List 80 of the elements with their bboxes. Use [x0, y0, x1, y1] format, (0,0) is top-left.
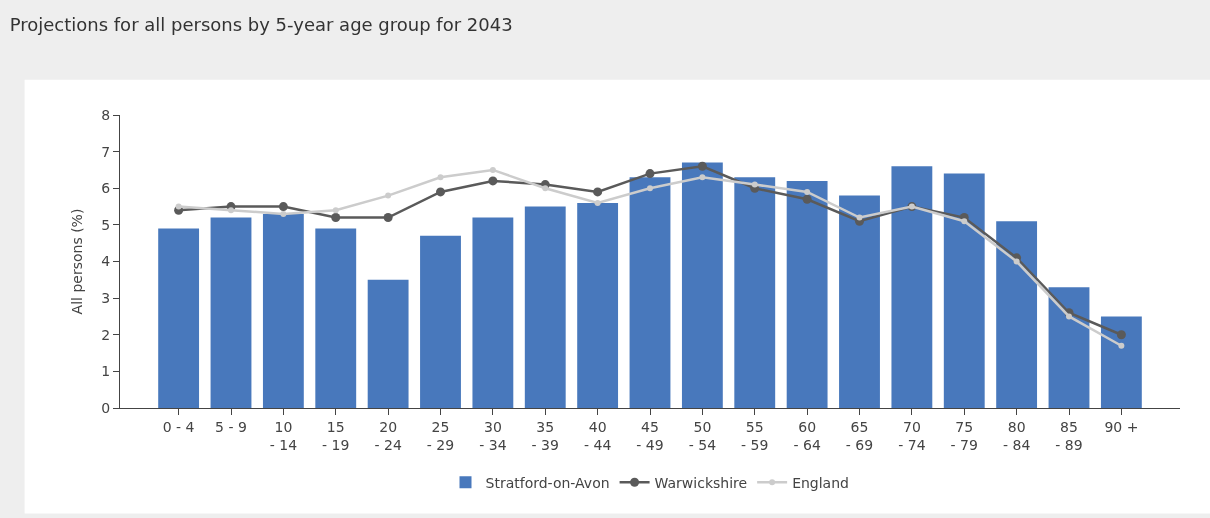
- point: [331, 213, 341, 223]
- y-tick-label: 8: [101, 106, 111, 123]
- point: [699, 174, 706, 181]
- point: [542, 185, 549, 192]
- bar: [315, 228, 357, 408]
- point: [645, 169, 655, 179]
- point: [383, 213, 393, 223]
- x-tick-label: 5 - 9: [215, 418, 247, 435]
- legend-label: England: [792, 474, 849, 491]
- x-tick-label: 80 - 84: [1002, 418, 1031, 453]
- y-tick-label: 1: [101, 363, 111, 380]
- y-tick-label: 3: [101, 290, 111, 307]
- bar: [681, 162, 723, 408]
- point: [489, 166, 496, 173]
- legend-label: Warwickshire: [654, 474, 748, 491]
- point: [593, 187, 603, 197]
- point: [961, 218, 968, 225]
- y-tick-label: 2: [101, 326, 111, 343]
- bar: [839, 195, 880, 408]
- point: [802, 194, 812, 204]
- x-tick-label: 0 - 4: [162, 418, 195, 435]
- bar: [734, 177, 776, 408]
- bar: [420, 235, 461, 408]
- chart-title: Projections for all persons by 5-year age group for 2043: [9, 13, 513, 35]
- bar: [943, 173, 985, 408]
- bar: [577, 202, 619, 408]
- x-tick-label: 50 - 54: [688, 418, 717, 453]
- y-axis-title: All persons (%): [69, 208, 85, 315]
- point: [228, 207, 234, 214]
- bar: [629, 177, 671, 408]
- y-tick-label: 7: [101, 143, 111, 160]
- bar: [210, 217, 252, 408]
- bar: [524, 206, 566, 408]
- legend-label: Stratford-on-Avon: [485, 474, 610, 491]
- point: [647, 185, 653, 192]
- x-tick-label: 70 - 74: [898, 418, 926, 453]
- x-tick-label: 20 - 24: [374, 418, 402, 453]
- point: [436, 187, 445, 197]
- y-tick-label: 0: [101, 399, 111, 416]
- point: [1066, 313, 1072, 320]
- point: [175, 203, 182, 210]
- y-tick-label: 6: [101, 180, 111, 197]
- x-tick-label: 25 - 29: [426, 418, 455, 453]
- x-tick-label: 10 - 14: [269, 418, 298, 453]
- point: [856, 214, 863, 221]
- bar: [472, 217, 514, 408]
- point: [332, 207, 339, 214]
- bar: [891, 166, 933, 408]
- point: [594, 199, 601, 206]
- bar: [996, 221, 1038, 408]
- point: [1116, 330, 1126, 340]
- point: [488, 176, 498, 186]
- x-tick-label: 45 - 49: [636, 418, 664, 453]
- x-tick-label: 60 - 64: [793, 418, 821, 453]
- point: [804, 188, 811, 195]
- point: [280, 210, 287, 217]
- x-tick-label: 40 - 44: [583, 418, 612, 453]
- bar: [1100, 316, 1142, 408]
- point: [278, 202, 288, 212]
- x-tick-label: 30 - 34: [479, 418, 507, 453]
- bar: [367, 279, 409, 408]
- x-tick-label: 35 - 39: [531, 418, 559, 453]
- x-tick-label: 75 - 79: [950, 418, 978, 453]
- point: [1118, 342, 1125, 349]
- point: [697, 161, 707, 171]
- point: [1013, 258, 1020, 265]
- bar: [158, 228, 200, 408]
- x-tick-label: 15 - 19: [322, 418, 350, 453]
- x-tick-label: 90 +: [1104, 418, 1139, 435]
- y-tick-label: 4: [101, 253, 111, 270]
- bar: [786, 180, 828, 408]
- point: [751, 181, 758, 188]
- x-tick-label: 65 - 69: [845, 418, 874, 453]
- x-tick-label: 55 - 59: [741, 418, 769, 453]
- point: [437, 174, 444, 181]
- x-tick-label: 85 - 89: [1055, 418, 1083, 453]
- y-tick-label: 5: [101, 216, 111, 233]
- bar: [1048, 287, 1090, 408]
- point: [385, 192, 392, 199]
- bar: [262, 213, 304, 408]
